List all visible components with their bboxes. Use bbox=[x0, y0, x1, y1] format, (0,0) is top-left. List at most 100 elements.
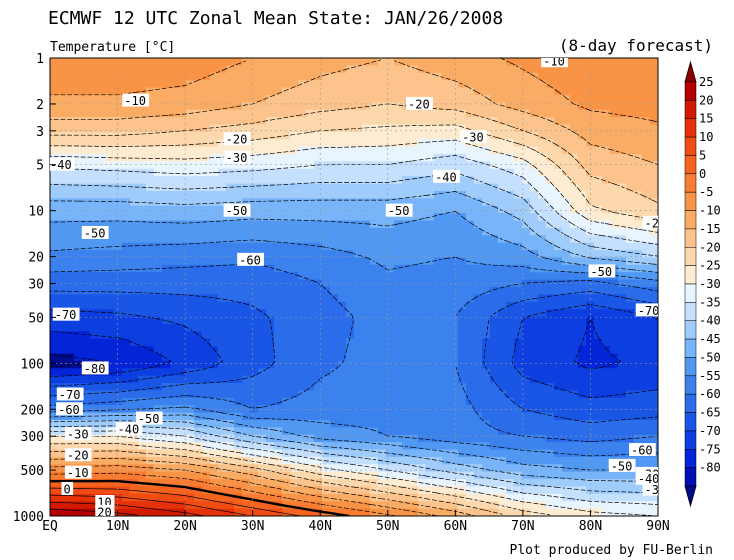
contour-line bbox=[50, 290, 658, 424]
contour-line bbox=[50, 155, 658, 505]
contour-label-text: -10 bbox=[67, 466, 89, 480]
contour-label-bg bbox=[56, 402, 83, 416]
contour-label-text: -50 bbox=[590, 265, 612, 279]
contour-label-bg bbox=[223, 132, 251, 146]
contour-label-text: -70 bbox=[638, 304, 660, 318]
contour-label-text: -60 bbox=[631, 444, 653, 458]
x-tick-label: 50N bbox=[376, 519, 399, 534]
colorbar-segment bbox=[684, 449, 697, 468]
grid-lines bbox=[50, 58, 658, 516]
colorbar-label: -55 bbox=[699, 369, 721, 383]
colorbar-label: 5 bbox=[699, 148, 706, 162]
y-tick-label: 100 bbox=[21, 357, 44, 372]
colorbar-label: 15 bbox=[699, 112, 713, 126]
x-axis: EQ 10N 20N 30N 40N 50N 60N 70N 80N 90N bbox=[42, 510, 670, 534]
contour-label-bg bbox=[433, 169, 460, 183]
y-tick-label: 500 bbox=[21, 464, 44, 479]
y-axis: 1 2 3 5 10 20 30 50 100 200 300 500 1000 bbox=[13, 52, 56, 525]
contour-label-bg bbox=[642, 482, 658, 496]
y-tick-label: 200 bbox=[21, 403, 44, 418]
x-tick-label: 70N bbox=[511, 519, 534, 534]
colorbar: 25 20 15 10 5 0 -5 -10 -15 -20 -25 -30 -35 -40 -45 -50 -… bbox=[684, 60, 721, 508]
contour-label-text: -60 bbox=[239, 253, 261, 267]
x-tick-label: 20N bbox=[173, 519, 196, 534]
colorbar-segment bbox=[684, 210, 697, 230]
colorbar-segment bbox=[684, 320, 697, 340]
y-tick-label: 1 bbox=[36, 52, 44, 67]
contour-line bbox=[50, 211, 658, 471]
colorbar-label: -60 bbox=[699, 387, 721, 401]
colorbar-label: -20 bbox=[699, 240, 721, 254]
y-tick-label: 30 bbox=[28, 278, 44, 293]
contour-label-text: 20 bbox=[97, 505, 111, 519]
contour-label-text: -40 bbox=[638, 472, 660, 486]
contour-label-bg bbox=[122, 93, 150, 107]
colorbar-segment bbox=[684, 155, 697, 175]
contour-label-text: -40 bbox=[50, 158, 72, 172]
colorbar-label: -30 bbox=[699, 277, 721, 291]
x-tick-label: 90N bbox=[646, 519, 669, 534]
contour-label: -20 bbox=[64, 448, 92, 463]
colorbar-segment bbox=[684, 393, 697, 413]
colorbar-label: -75 bbox=[699, 442, 721, 456]
contour-label-bg bbox=[81, 225, 109, 239]
contour-label-text: -50 bbox=[388, 204, 410, 218]
y-tick-label: 50 bbox=[28, 311, 44, 326]
contour-label: -10 bbox=[541, 55, 568, 69]
contour-label-bg bbox=[385, 203, 413, 217]
y-tick-label: 2 bbox=[36, 98, 44, 113]
colorbar-segment bbox=[684, 430, 697, 450]
contour-label: -10 bbox=[122, 93, 150, 108]
contour-label-text: -30 bbox=[462, 131, 484, 145]
contour-label-bg bbox=[223, 150, 251, 164]
contour-label-text: -70 bbox=[55, 308, 77, 322]
contour-line bbox=[50, 472, 397, 516]
colorbar-segment bbox=[684, 265, 697, 285]
colorbar-label: -10 bbox=[699, 204, 721, 218]
contour-label: -50 bbox=[135, 411, 163, 426]
contour-label: -40 bbox=[433, 169, 460, 184]
contour-label-bg bbox=[115, 422, 143, 436]
colorbar-label: -80 bbox=[699, 461, 721, 475]
contour-label: -60 bbox=[56, 402, 83, 417]
y-tick-label: 300 bbox=[21, 430, 44, 445]
contour-label-text: -60 bbox=[58, 403, 80, 417]
colorbar-top-arrow bbox=[684, 60, 697, 83]
credit-text: Plot produced by FU-Berlin bbox=[510, 543, 714, 558]
contour-line bbox=[50, 103, 658, 515]
contour-line bbox=[50, 124, 658, 516]
colorbar-segment bbox=[684, 302, 697, 321]
contour-label-bg bbox=[608, 458, 636, 472]
contour-line bbox=[50, 239, 658, 457]
contour-label: -40 bbox=[50, 157, 75, 172]
contour-label-text: -80 bbox=[84, 362, 106, 376]
y-tick-label: 5 bbox=[36, 159, 44, 174]
contour-label: -50 bbox=[588, 264, 616, 279]
contour-label-bg bbox=[95, 495, 115, 509]
contour-label-text: -40 bbox=[435, 170, 457, 184]
contour-line bbox=[50, 320, 622, 378]
colorbar-label: -15 bbox=[699, 222, 721, 236]
contour-label-text: -10 bbox=[124, 94, 146, 108]
contour-label: 0 bbox=[61, 481, 74, 496]
colorbar-label: -70 bbox=[699, 424, 721, 438]
colorbar-label: -5 bbox=[699, 185, 713, 199]
contour-label-text: -50 bbox=[84, 226, 106, 240]
colorbar-segment bbox=[684, 118, 697, 138]
contour-line bbox=[50, 487, 301, 516]
colorbar-label: 25 bbox=[699, 75, 713, 89]
contour-label-bg bbox=[635, 303, 658, 317]
colorbar-segment bbox=[684, 191, 697, 211]
contour-label: -30 bbox=[642, 482, 658, 497]
contour-label-bg bbox=[460, 130, 487, 144]
colorbar-label: 10 bbox=[699, 130, 713, 144]
colorbar-segment bbox=[684, 357, 697, 377]
contour-line bbox=[50, 191, 658, 482]
contour-label: -10 bbox=[64, 465, 92, 480]
contour-label-text: -50 bbox=[226, 204, 248, 218]
contour-label-text: -10 bbox=[543, 55, 565, 69]
colorbar-label: 0 bbox=[699, 167, 706, 181]
y-tick-label: 3 bbox=[36, 125, 44, 140]
colorbar-segment bbox=[684, 247, 697, 266]
